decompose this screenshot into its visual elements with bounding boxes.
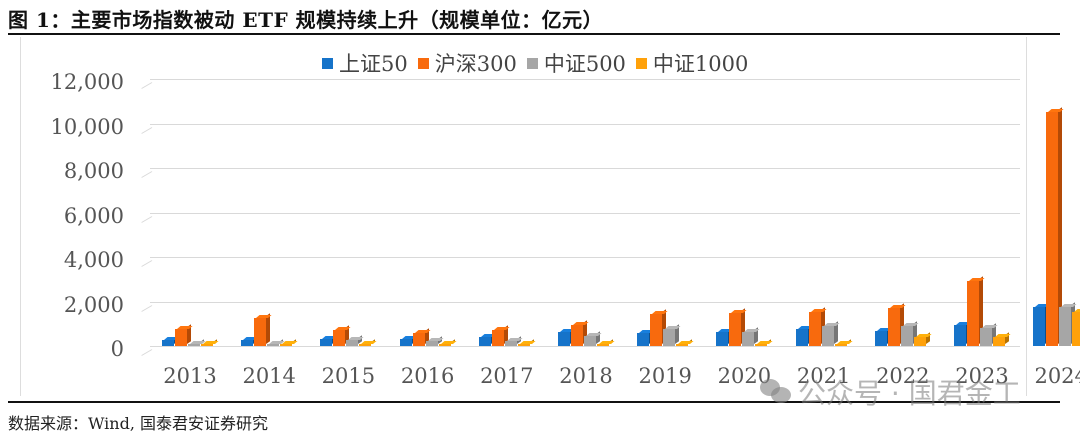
bar	[1072, 308, 1080, 346]
bar	[346, 334, 364, 346]
x-tick-label: 2022	[876, 364, 930, 388]
bar	[359, 339, 377, 346]
legend-label: 中证1000	[652, 52, 749, 76]
source-note: 数据来源：Wind, 国泰君安证券研究	[8, 414, 269, 433]
bar	[491, 325, 510, 346]
x-tick-label: 2015	[321, 364, 376, 388]
x-tick-label: 2017	[480, 364, 534, 388]
bottom-rule	[8, 401, 1060, 403]
bar	[517, 339, 536, 346]
x-tick-label: 2021	[796, 364, 851, 388]
gridline	[150, 301, 1020, 303]
bar	[201, 339, 219, 346]
bar	[676, 339, 694, 346]
x-tick-label: 2023	[955, 364, 1009, 388]
bar	[571, 320, 589, 346]
legend-swatch	[635, 57, 647, 69]
bar	[887, 303, 906, 346]
legend: 上证50 沪深300 中证500 中证1000	[322, 48, 748, 78]
bar	[267, 339, 285, 346]
bar	[729, 308, 747, 346]
bar	[874, 326, 893, 346]
bar	[967, 276, 985, 346]
x-tick-label: 2014	[242, 364, 296, 388]
bar	[663, 324, 681, 346]
gridline	[150, 346, 1020, 347]
bar	[412, 327, 431, 346]
bar	[425, 336, 444, 346]
bar	[188, 338, 206, 346]
bar	[900, 321, 919, 346]
bar	[1059, 302, 1077, 346]
gridline	[150, 79, 1020, 80]
x-tick-label: 2024	[1034, 364, 1080, 388]
bar	[834, 339, 853, 346]
bar	[280, 339, 298, 346]
legend-swatch	[526, 57, 538, 69]
x-tick-label: 2019	[638, 364, 692, 388]
bar	[254, 313, 272, 346]
legend-item: 沪深300	[417, 48, 517, 78]
figure-title: 图 1：主要市场指数被动 ETF 规模持续上升（规模单位：亿元）	[8, 8, 604, 32]
wechat-icon	[760, 379, 792, 405]
chart-frame	[20, 37, 1027, 396]
bar	[954, 320, 972, 346]
bar	[913, 331, 932, 346]
bar	[241, 334, 259, 346]
y-tick-label: 10,000	[50, 114, 124, 139]
bar	[504, 336, 523, 346]
bar	[993, 331, 1011, 346]
y-tick-label: 6,000	[63, 203, 124, 228]
y-tick-label: 8,000	[63, 159, 124, 183]
x-tick-label: 2016	[400, 364, 455, 388]
bar	[1033, 302, 1051, 346]
y-tick-label: 0	[110, 337, 124, 361]
bar	[755, 339, 773, 346]
bar	[162, 335, 180, 346]
bar	[1046, 107, 1064, 346]
gridline	[150, 257, 1020, 258]
x-tick-label: 2013	[163, 364, 217, 388]
gridline	[150, 123, 1020, 125]
gridline	[150, 212, 1020, 214]
bar	[650, 308, 668, 346]
legend-item: 上证50	[322, 48, 408, 78]
bar	[597, 339, 615, 346]
bar	[808, 306, 827, 346]
bar	[637, 327, 655, 346]
bar	[795, 323, 814, 346]
watermark-text: 公众号 · 国君金工	[798, 377, 1021, 410]
bar	[175, 324, 193, 346]
bar	[584, 331, 602, 346]
bar	[980, 323, 998, 346]
legend-item: 中证1000	[635, 48, 749, 78]
gridline	[150, 168, 1020, 169]
legend-swatch	[417, 57, 429, 69]
y-tick-label: 12,000	[50, 70, 124, 94]
top-rule	[8, 33, 1060, 35]
bar	[333, 325, 351, 346]
bar	[716, 326, 734, 346]
bar	[399, 333, 418, 346]
bar	[742, 326, 760, 346]
legend-item: 中证500	[526, 48, 626, 78]
legend-label: 沪深300	[434, 52, 517, 76]
bar	[438, 339, 457, 346]
bar	[558, 327, 576, 346]
x-tick-label: 2018	[559, 364, 613, 388]
bar	[320, 333, 338, 346]
bar	[478, 331, 497, 346]
watermark: 公众号 · 国君金工	[760, 372, 1021, 412]
legend-label: 上证50	[339, 52, 408, 76]
bar	[821, 321, 840, 346]
y-tick-label: 4,000	[63, 248, 124, 272]
legend-label: 中证500	[543, 52, 626, 76]
y-tick-label: 2,000	[63, 292, 124, 317]
legend-swatch	[322, 57, 333, 69]
